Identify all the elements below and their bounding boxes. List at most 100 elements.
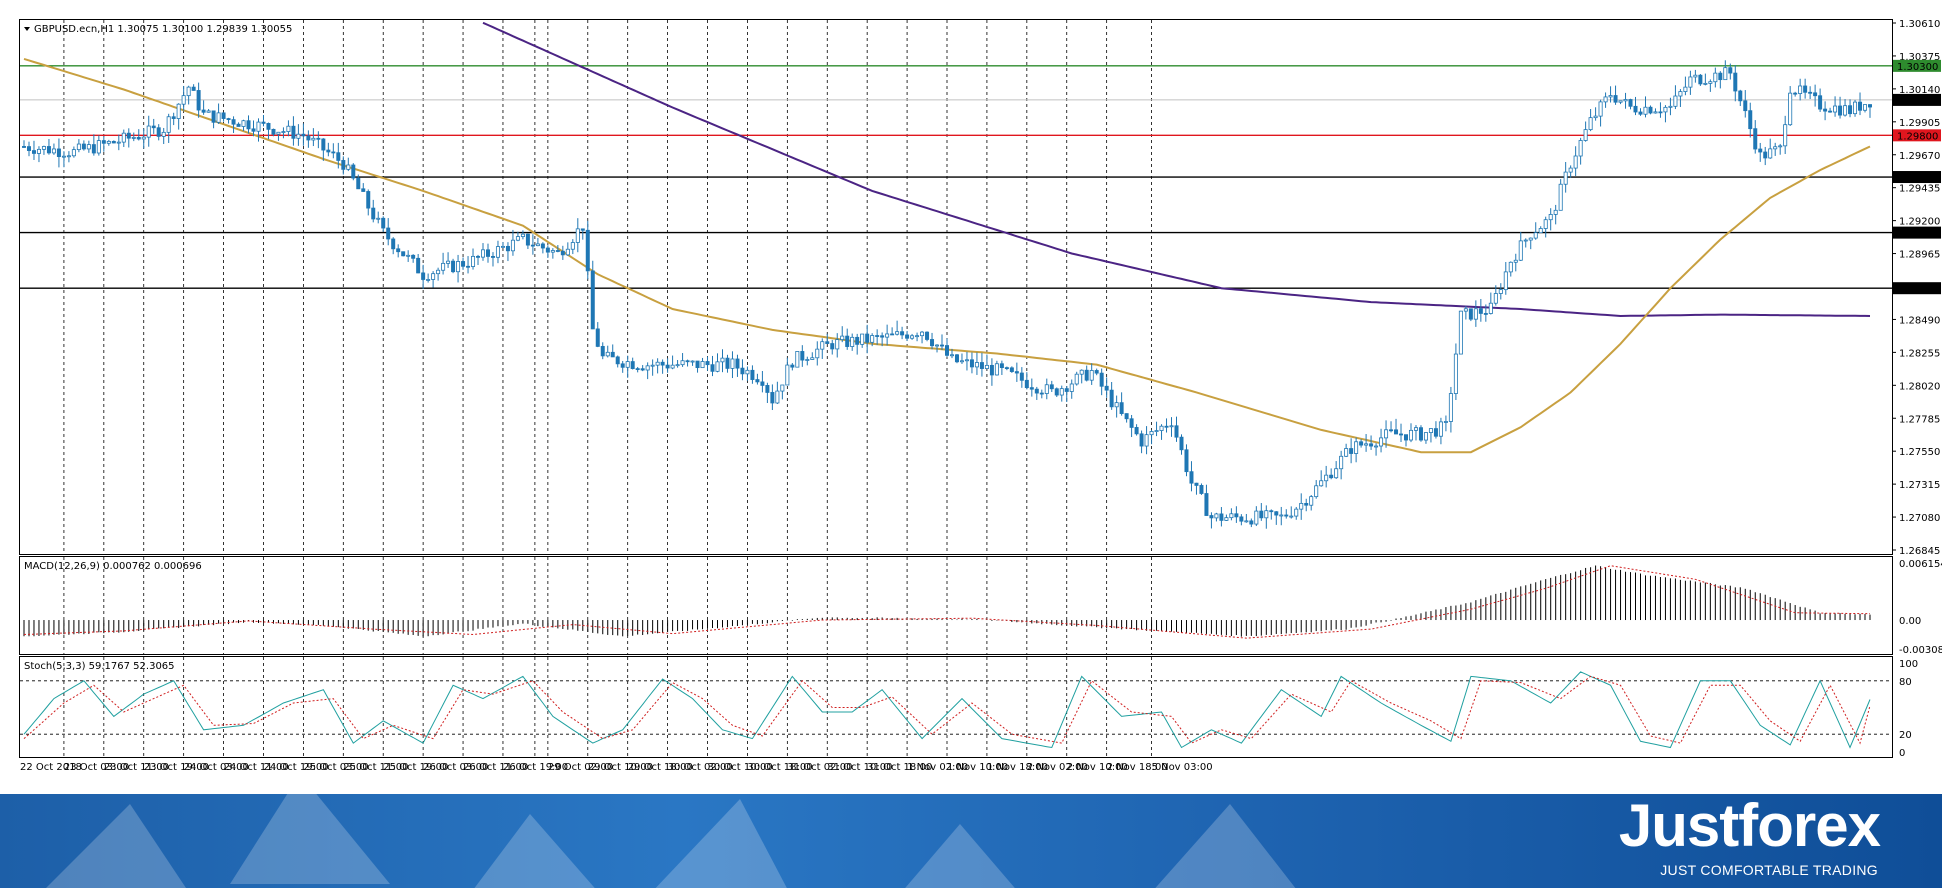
level-price-label-box: [1893, 171, 1941, 184]
price-axis-label: 1.28255: [1899, 348, 1940, 359]
candle-bull: [1344, 448, 1349, 457]
candle-bull: [775, 390, 780, 404]
candle-bull: [76, 143, 81, 151]
candle-bear: [660, 361, 665, 366]
candle-bull: [131, 137, 136, 139]
candle-bull: [680, 360, 685, 366]
candle-bear: [1129, 418, 1134, 428]
time-axis-label: 24 Oct 19:00: [263, 762, 328, 773]
candle-bull: [1089, 370, 1094, 381]
candle-bull: [1319, 480, 1324, 487]
price-axis-label: 1.28020: [1899, 381, 1940, 392]
candle-bear: [381, 217, 386, 229]
candle-bear: [979, 362, 984, 369]
candle-bear: [925, 331, 930, 340]
candle-bull: [1583, 129, 1588, 141]
candle-bear: [371, 207, 376, 220]
candle-bull: [431, 273, 436, 280]
moving-average-slow-line: [482, 21, 1871, 318]
time-axis-label: 23 Oct 11:00: [104, 762, 169, 773]
candle-bear: [865, 333, 870, 343]
candle-bear: [615, 356, 620, 365]
candle-bear: [1184, 449, 1189, 473]
candle-bull: [870, 335, 875, 343]
candle-bull: [720, 357, 725, 363]
candle-bear: [1394, 429, 1399, 435]
candle-bull: [645, 365, 650, 371]
price-axis-label: 1.28965: [1899, 250, 1940, 261]
candle-bull: [785, 364, 790, 386]
candle-bull: [456, 261, 461, 273]
candle-bull: [1144, 434, 1149, 447]
candle-bull: [1503, 271, 1508, 291]
collapse-arrow-icon[interactable]: [24, 27, 30, 31]
candle-bull: [256, 121, 261, 132]
candle-bull: [1493, 293, 1498, 304]
candle-bull: [1543, 219, 1548, 229]
time-axis-label: 31 Oct 18:00: [867, 762, 932, 773]
stoch-axis-label: 20: [1899, 730, 1912, 741]
candle-bear: [476, 255, 481, 258]
time-axis-label: 24 Oct 03:00: [184, 762, 249, 773]
candle-bull: [1044, 384, 1049, 394]
candle-bear: [1039, 392, 1044, 395]
time-axis-label: 1 Nov 10:00: [947, 762, 1008, 773]
candle-bull: [920, 331, 925, 337]
candle-bear: [600, 346, 605, 357]
price-axis-label: 1.27550: [1899, 447, 1940, 458]
candle-bull: [241, 120, 246, 127]
candle-bear: [396, 248, 401, 253]
candle-bull: [1548, 214, 1553, 221]
candle-bear: [351, 164, 356, 179]
candle-bear: [101, 140, 106, 144]
candle-bear: [770, 392, 775, 404]
time-axis-label: 25 Oct 19:00: [383, 762, 448, 773]
candle-bear: [800, 351, 805, 361]
candle-bull: [994, 363, 999, 376]
candle-bull: [1533, 232, 1538, 239]
candle-bear: [81, 143, 86, 150]
candle-bull: [1528, 237, 1533, 241]
candle-bull: [481, 249, 486, 258]
candle-bull: [141, 136, 146, 140]
candle-bull: [895, 331, 900, 335]
candle-bear: [940, 344, 945, 347]
candle-bull: [650, 364, 655, 367]
candle-bear: [301, 133, 306, 137]
candle-bear: [1179, 436, 1184, 451]
candle-bull: [1643, 106, 1648, 115]
candle-bull: [1059, 388, 1064, 396]
candle-bear: [1369, 443, 1374, 447]
candle-bull: [1703, 82, 1708, 85]
candle-bull: [1538, 228, 1543, 234]
candle-bear: [136, 137, 141, 140]
candle-bull: [1254, 510, 1259, 525]
candle-bull: [655, 361, 660, 366]
candle-bear: [1119, 402, 1124, 414]
main-pane: [19, 19, 1893, 555]
candle-bull: [675, 364, 680, 367]
candle-bull: [1379, 437, 1384, 447]
candle-bull: [949, 354, 954, 357]
time-axis-label: 2 Nov 02:00: [1027, 762, 1088, 773]
time-axis-label: 23 Oct 19:00: [144, 762, 209, 773]
candle-bull: [730, 358, 735, 369]
candle-bear: [466, 265, 471, 268]
macd-axis-label: 0.006154: [1899, 559, 1942, 570]
candle-bear: [111, 140, 116, 144]
candle-bear: [490, 256, 495, 258]
macd-label: MACD(12,26,9) 0.000762 0.000696: [24, 561, 202, 572]
level-price-label-box: [1893, 59, 1941, 72]
time-axis-label: 29 Oct 10:00: [588, 762, 653, 773]
candle-bear: [1738, 90, 1743, 102]
candle-bull: [1384, 429, 1389, 439]
candle-bull: [1488, 302, 1493, 314]
candle-bear: [1189, 471, 1194, 484]
candle-bull: [471, 255, 476, 267]
candle-bear: [366, 191, 371, 209]
candle-bear: [341, 160, 346, 170]
candle-bear: [1418, 427, 1423, 441]
symbol-header: GBPUSD.ecn,H1 1.30075 1.30100 1.29839 1.…: [34, 24, 292, 35]
candle-bull: [161, 131, 166, 137]
candle-bear: [1483, 313, 1488, 315]
